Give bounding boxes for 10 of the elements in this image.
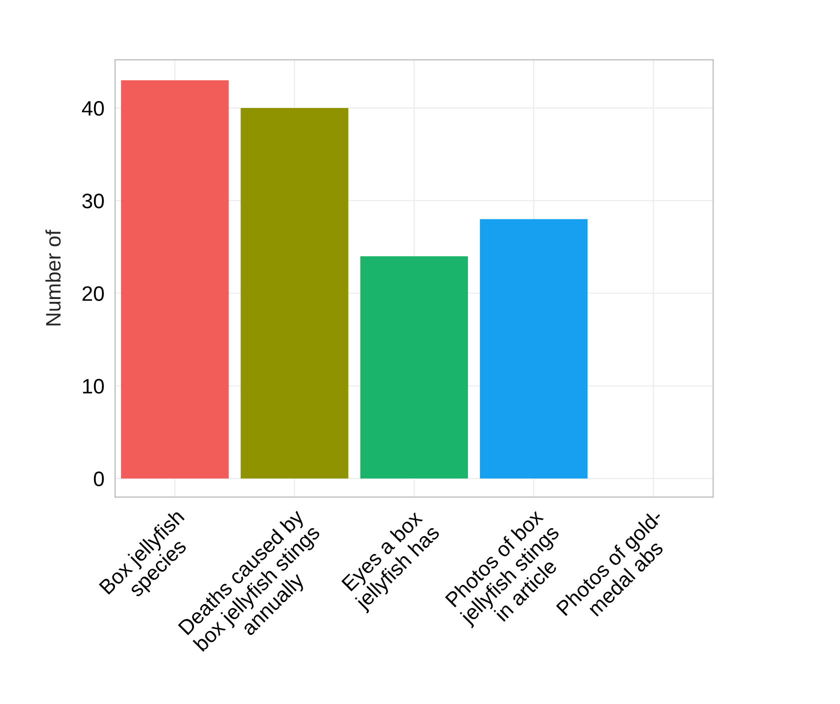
y-tick-label: 40 (82, 101, 104, 116)
bar (240, 108, 348, 478)
bar (121, 80, 229, 478)
y-tick-label: 30 (82, 194, 104, 208)
y-tick-label: 10 (83, 378, 104, 394)
y-axis-title: Number of (45, 230, 61, 326)
bar (480, 219, 588, 478)
bar (360, 256, 468, 478)
y-tick-label: 0 (94, 472, 104, 486)
y-tick-label: 20 (82, 286, 104, 302)
